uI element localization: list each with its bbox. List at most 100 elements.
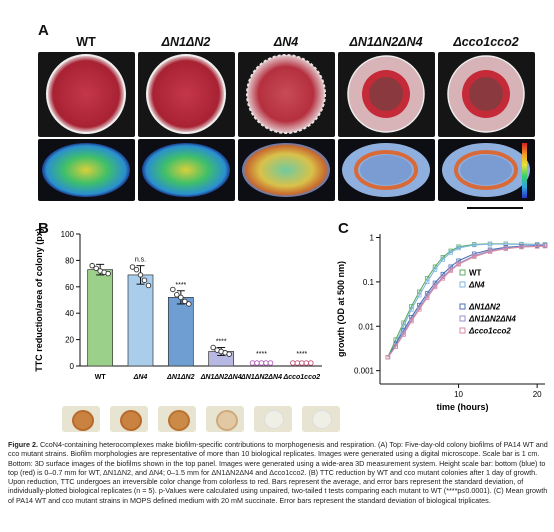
y-axis-label-c: growth (OD at 500 nm) xyxy=(336,261,346,357)
data-point-1-3 xyxy=(141,277,148,283)
category-label-3: ΔN1ΔN2ΔN4 xyxy=(200,374,242,381)
growth-line-chart: 0.001 0.01 0.1 1 10 20 time (hours) growth (OD … xyxy=(336,234,548,412)
y-tick-label-c-2: 0.1 xyxy=(363,278,375,287)
category-label-0: WT xyxy=(95,374,107,381)
series-point-4-6 xyxy=(432,284,438,290)
bar-1 xyxy=(127,274,154,367)
significance-5: **** xyxy=(296,351,307,358)
series-line-2 xyxy=(387,244,545,358)
caption-text: CcoN4-containing heterocomplexes make bi… xyxy=(8,440,548,505)
series-point-4-4 xyxy=(417,307,422,312)
y-tick-label-b-3: 60 xyxy=(65,283,74,292)
data-point-0-4 xyxy=(105,270,111,277)
surface-image-wt xyxy=(38,139,135,201)
legend-marker-0 xyxy=(459,269,466,276)
data-point-2-0 xyxy=(170,286,176,293)
data-point-4-1 xyxy=(254,360,260,366)
series-point-4-3 xyxy=(409,319,414,324)
data-point-0-1 xyxy=(93,265,99,272)
panel-a-letter: A xyxy=(38,22,49,39)
series-point-4-0 xyxy=(385,355,391,360)
data-point-3-4 xyxy=(226,351,232,357)
surface-image-n1n2 xyxy=(138,139,235,201)
bar-2 xyxy=(167,297,194,367)
significance-4: **** xyxy=(256,351,267,358)
series-point-4-14 xyxy=(534,244,540,249)
y-tick-label-c-0: 0.001 xyxy=(354,367,375,376)
data-point-4-3 xyxy=(263,360,269,366)
series-point-4-10 xyxy=(472,254,477,259)
panel-c-letter: C xyxy=(338,220,349,237)
legend-label-1: ΔN4 xyxy=(468,281,485,290)
significance-2: **** xyxy=(175,282,186,289)
series-point-4-7 xyxy=(440,276,446,281)
series-point-1-3 xyxy=(409,307,414,312)
x-tick-label-c-1: 20 xyxy=(533,390,542,399)
caption-figure-label: Figure 2. xyxy=(8,440,38,449)
category-label-5: Δcco1cco2 xyxy=(283,374,321,381)
legend-marker-2 xyxy=(459,303,466,310)
strain-label-n4: ΔN4 xyxy=(273,35,299,49)
series-point-1-9 xyxy=(456,245,461,251)
surface-image-cco1cco2 xyxy=(438,139,535,201)
data-point-0-0 xyxy=(89,262,95,269)
strain-label-wt: WT xyxy=(76,35,96,49)
y-axis-label-b: TTC reduction/area of colony (px) xyxy=(34,228,44,372)
data-point-5-4 xyxy=(308,360,314,366)
data-point-5-2 xyxy=(299,360,305,366)
colony-photo-cco1cco2 xyxy=(438,52,535,137)
strain-label-cco1cco2: Δcco1cco2 xyxy=(453,35,519,49)
data-point-5-3 xyxy=(303,360,310,366)
colony-photo-n1n2n4 xyxy=(338,52,435,137)
series-point-1-7 xyxy=(440,257,446,262)
strain-label-n1n2: ΔN1ΔN2 xyxy=(161,35,211,49)
series-point-1-11 xyxy=(487,241,493,247)
y-tick-label-b-2: 40 xyxy=(65,309,74,318)
data-point-1-4 xyxy=(145,282,152,289)
ttc-tube-n1n2n4 xyxy=(206,406,244,432)
panel-b-letter: B xyxy=(38,220,49,237)
data-point-4-2 xyxy=(258,360,265,366)
series-point-4-11 xyxy=(487,249,493,254)
significance-3: **** xyxy=(216,339,227,346)
series-point-4-9 xyxy=(456,262,461,267)
legend-marker-4 xyxy=(459,327,466,334)
colony-photo-n1n2 xyxy=(138,52,235,137)
legend-label-3: ΔN1ΔN2ΔN4 xyxy=(468,315,516,324)
series-line-4 xyxy=(387,245,546,358)
data-point-3-0 xyxy=(210,344,216,351)
data-point-1-1 xyxy=(133,266,140,273)
legend-label-0: WT xyxy=(469,269,482,278)
y-tick-label-c-1: 0.01 xyxy=(358,322,374,331)
ttc-tube-cco1cco2 xyxy=(302,406,340,432)
y-tick-label-c-3: 1 xyxy=(370,234,375,243)
colony-photo-n4 xyxy=(238,52,335,137)
ttc-tube-n1n2 xyxy=(158,406,196,432)
legend-marker-1 xyxy=(459,281,466,288)
height-colorbar xyxy=(522,143,527,198)
series-point-4-15 xyxy=(542,243,548,249)
ttc-bar-chart: 0 20 40 60 80 100 TTC reduction/area of colony… xyxy=(34,228,322,381)
ttc-tube-n4 xyxy=(110,406,148,432)
x-tick-label-c-0: 10 xyxy=(454,390,463,399)
data-point-2-2 xyxy=(178,294,184,301)
y-tick-label-b-5: 100 xyxy=(61,230,75,239)
x-axis-label-c: time (hours) xyxy=(436,402,488,412)
figure-caption: Figure 2. CcoN4-containing heterocomplex… xyxy=(8,440,548,505)
series-point-2-7 xyxy=(440,271,446,277)
category-label-2: ΔN1ΔN2 xyxy=(166,374,194,381)
data-point-4-4 xyxy=(267,360,274,366)
series-point-1-6 xyxy=(432,267,438,272)
legend-marker-3 xyxy=(459,315,466,322)
data-point-2-4 xyxy=(186,301,192,307)
scale-bar xyxy=(467,207,523,209)
bar-0 xyxy=(87,269,114,367)
legend-label-4: Δcco1cco2 xyxy=(468,327,511,336)
series-point-4-1 xyxy=(393,344,398,349)
data-point-1-0 xyxy=(129,264,136,270)
series-point-1-2 xyxy=(401,324,406,329)
y-tick-label-b-4: 80 xyxy=(65,256,74,265)
colony-photo-wt xyxy=(38,52,135,137)
strain-label-n1n2n4: ΔN1ΔN2ΔN4 xyxy=(349,35,423,49)
series-line-1 xyxy=(387,243,546,358)
